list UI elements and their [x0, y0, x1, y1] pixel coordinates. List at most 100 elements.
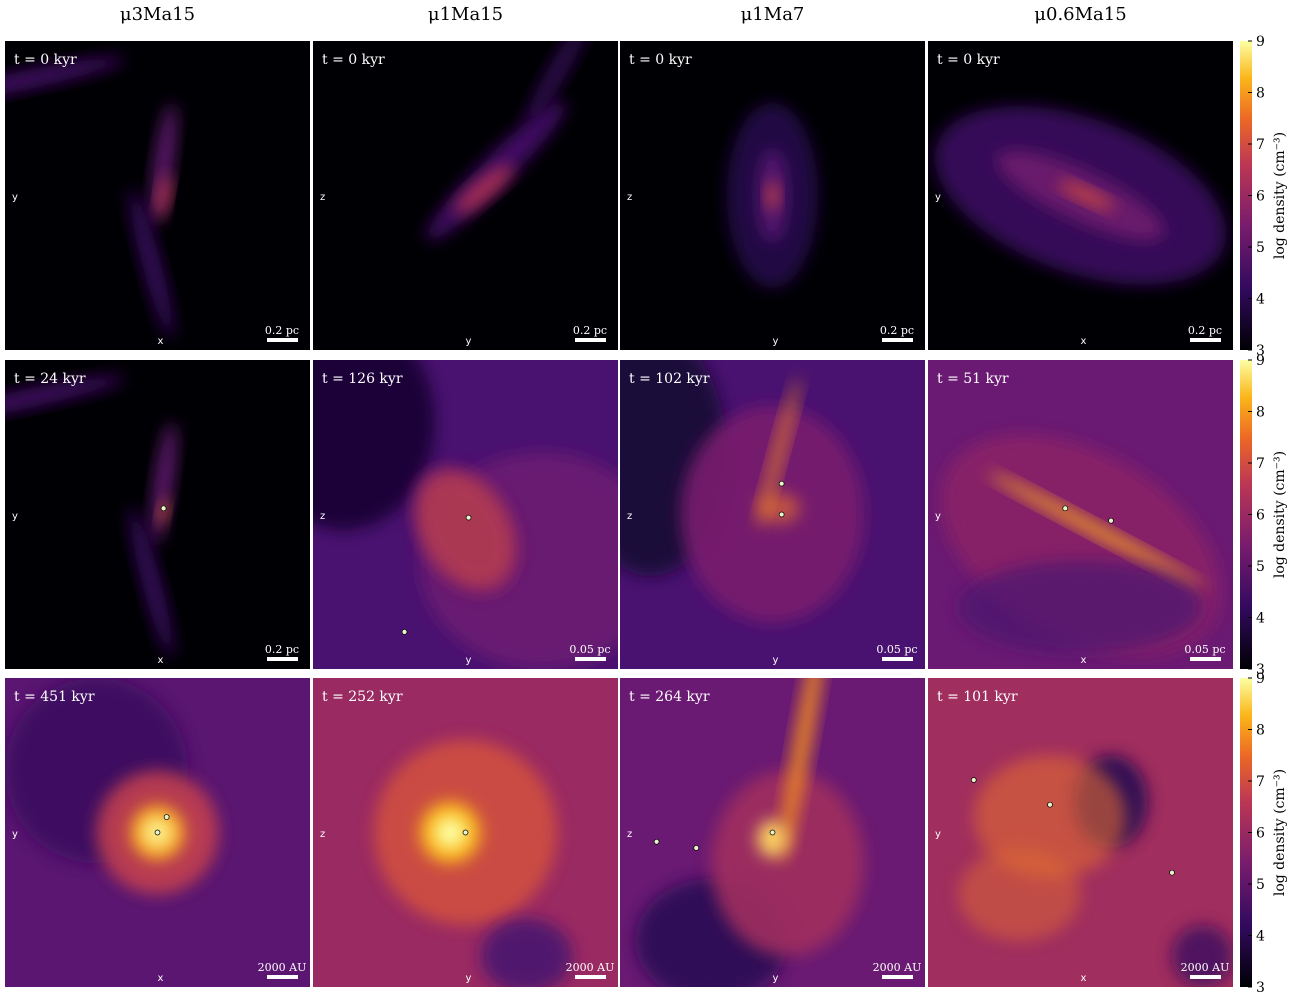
- x-axis-label: x: [1081, 655, 1087, 666]
- panel: t = 252 kyr z y 2000 AU: [313, 678, 618, 993]
- scale-label: 0.2 pc: [1188, 324, 1222, 337]
- x-axis-label: y: [466, 973, 472, 984]
- column-title: μ3Ma15: [120, 4, 195, 25]
- colorbar-tick-label: 7: [1256, 456, 1265, 472]
- sink-particle: [466, 515, 471, 520]
- scale-label: 2000 AU: [566, 961, 615, 974]
- x-axis-label: y: [773, 973, 779, 984]
- time-label: t = 102 kyr: [629, 371, 710, 387]
- sink-particle: [164, 815, 169, 820]
- colorbar-label: log density (cm⁻³): [1272, 769, 1288, 896]
- y-axis-label: z: [627, 192, 632, 203]
- sink-particle: [1109, 518, 1114, 523]
- sink-particle: [402, 629, 407, 634]
- sink-particle: [161, 506, 166, 511]
- scale-bar: [1190, 975, 1221, 979]
- scale-bar: [575, 657, 606, 661]
- scale-bar: [267, 975, 298, 979]
- colorbar-tick-label: 9: [1256, 34, 1265, 50]
- colorbar-tick-label: 8: [1256, 405, 1265, 421]
- panel: t = 0 kyrzy0.2 pc: [313, 14, 618, 350]
- density-structure: [959, 848, 1081, 941]
- x-axis-label: x: [1081, 973, 1087, 984]
- time-label: t = 0 kyr: [322, 52, 385, 68]
- time-label: t = 126 kyr: [322, 371, 403, 387]
- scale-bar: [267, 657, 298, 661]
- density-structure: [766, 180, 778, 211]
- y-axis-label: y: [935, 192, 941, 203]
- colorbar-tick-label: 8: [1256, 723, 1265, 739]
- scale-label: 0.05 pc: [876, 643, 917, 656]
- panel: t = 51 kyr y x 0.05 pc: [902, 360, 1259, 702]
- scale-label: 0.2 pc: [265, 643, 299, 656]
- colorbar-tick-label: 5: [1256, 559, 1265, 575]
- y-axis-label: y: [935, 829, 941, 840]
- colorbar-tick-label: 7: [1256, 774, 1265, 790]
- y-axis-label: z: [320, 511, 325, 522]
- colorbar-label: log density (cm⁻³): [1272, 132, 1288, 259]
- scale-label: 2000 AU: [258, 961, 307, 974]
- colorbar-tick-label: 3: [1256, 980, 1265, 996]
- y-axis-label: z: [320, 192, 325, 203]
- time-label: t = 51 kyr: [937, 371, 1009, 387]
- scale-bar: [1190, 338, 1221, 342]
- y-axis-label: z: [320, 829, 325, 840]
- scale-bar: [1190, 657, 1221, 661]
- time-label: t = 0 kyr: [14, 52, 77, 68]
- colorbar-tick-label: 8: [1256, 86, 1265, 102]
- colorbar-label: log density (cm⁻³): [1272, 451, 1288, 578]
- x-axis-label: y: [773, 655, 779, 666]
- density-structure: [757, 820, 788, 857]
- density-structure: [481, 919, 573, 993]
- panel: t = 24 kyryx0.2 pc: [0, 360, 310, 669]
- x-axis-label: x: [158, 655, 164, 666]
- scale-label: 0.05 pc: [1184, 643, 1225, 656]
- time-label: t = 24 kyr: [14, 371, 86, 387]
- colorbar-tick-label: 7: [1256, 137, 1265, 153]
- panel: t = 126 kyrzy0.05 pc: [252, 314, 664, 669]
- scale-label: 0.05 pc: [569, 643, 610, 656]
- sink-particle: [1170, 870, 1175, 875]
- sink-particle: [779, 512, 784, 517]
- sink-particle: [155, 830, 160, 835]
- x-axis-label: x: [158, 336, 164, 347]
- sink-particle: [1063, 506, 1068, 511]
- panel: t = 0 kyr y x 0.2 pc: [0, 41, 310, 350]
- colorbar-tick-label: 6: [1256, 508, 1265, 524]
- sink-particle: [971, 777, 976, 782]
- scale-bar: [575, 338, 606, 342]
- x-axis-label: y: [773, 336, 779, 347]
- colorbar-tick-label: 5: [1256, 240, 1265, 256]
- colorbar-tick-label: 4: [1256, 611, 1265, 627]
- sink-particle: [770, 830, 775, 835]
- colorbar-tick-label: 6: [1256, 826, 1265, 842]
- y-axis-label: y: [935, 511, 941, 522]
- time-label: t = 101 kyr: [937, 689, 1018, 705]
- x-axis-label: x: [1081, 336, 1087, 347]
- scale-label: 2000 AU: [873, 961, 922, 974]
- figure: μ3Ma15 μ1Ma15 μ1Ma7 μ0.6Ma15 t = 0 kyr y x 0.2 …: [0, 0, 1307, 1002]
- scale-bar: [267, 338, 298, 342]
- column-title: μ1Ma7: [741, 4, 805, 25]
- panel: t = 264 kyrzy2000 AU: [620, 616, 925, 1002]
- scale-label: 0.2 pc: [265, 324, 299, 337]
- colorbar-tick-label: 9: [1256, 671, 1265, 687]
- column-title: μ1Ma15: [428, 4, 503, 25]
- sink-particle: [779, 481, 784, 486]
- sink-particle: [1048, 802, 1053, 807]
- y-axis-label: z: [627, 511, 632, 522]
- colorbar-tick-label: 6: [1256, 189, 1265, 205]
- sink-particle: [463, 830, 468, 835]
- panel: t = 102 kyr z y 0.05 pc: [574, 329, 925, 669]
- y-axis-label: y: [12, 192, 18, 203]
- scale-bar: [882, 657, 913, 661]
- y-axis-label: y: [12, 829, 18, 840]
- colorbar-tick-label: 4: [1256, 929, 1265, 945]
- time-label: t = 252 kyr: [322, 689, 403, 705]
- colorbar-tick-label: 5: [1256, 877, 1265, 893]
- column-title: μ0.6Ma15: [1034, 4, 1126, 25]
- sink-particle: [654, 839, 659, 844]
